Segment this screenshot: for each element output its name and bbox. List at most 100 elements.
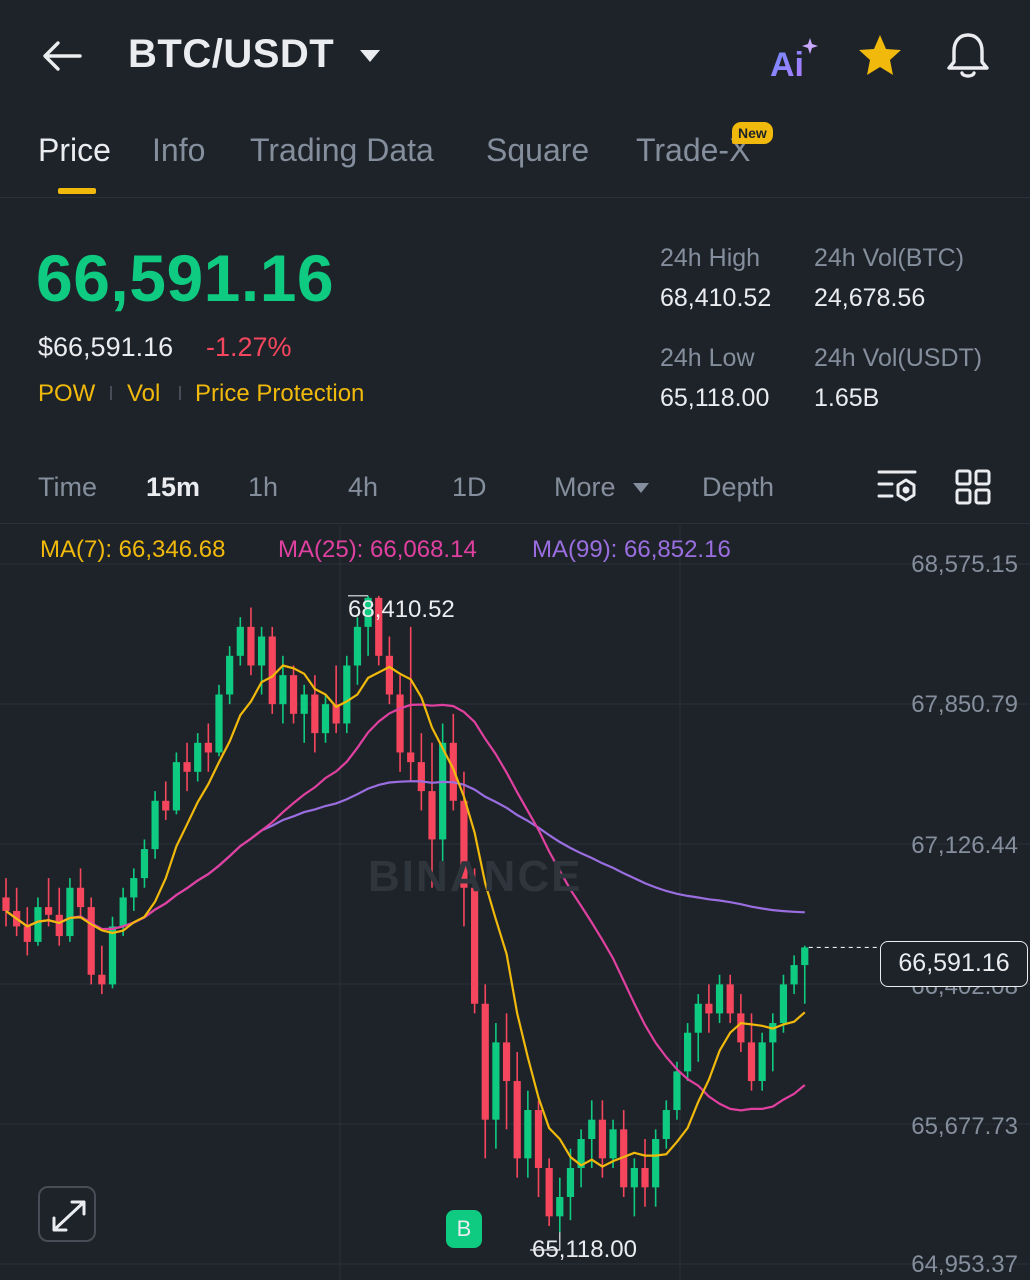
candle-body [258, 636, 266, 666]
pair-title[interactable]: BTC/USDT [128, 32, 335, 76]
interval-more[interactable]: More [554, 472, 616, 502]
candle-body [23, 926, 31, 942]
candle-body [758, 1042, 766, 1082]
tab-square[interactable]: Square [486, 132, 590, 168]
expand-chart-button[interactable] [38, 1186, 96, 1242]
interval-4h[interactable]: 4h [348, 472, 379, 502]
chevron-down-icon[interactable] [632, 482, 650, 494]
candle-body [130, 878, 138, 898]
interval-depth[interactable]: Depth [702, 472, 775, 502]
candle-body [630, 1168, 638, 1188]
candle-body [471, 887, 479, 1004]
candle-body [502, 1042, 511, 1082]
binance-watermark: BINANCE [368, 852, 583, 901]
interval-1d[interactable]: 1D [452, 472, 487, 502]
candle-body [268, 636, 276, 705]
candle-body [194, 742, 202, 772]
candle-body [98, 974, 106, 985]
tab-trading-data[interactable]: Trading Data [250, 132, 434, 168]
candle-body [747, 1042, 756, 1082]
ma7-value: MA(7): 66,346.68 [40, 536, 226, 563]
candle-body [2, 897, 10, 911]
candle-body [439, 742, 447, 840]
price-axis-label: 68,575.15 [911, 551, 1018, 578]
tag-price-protection[interactable]: Price Protection [195, 380, 365, 407]
candle-body [705, 1003, 713, 1014]
interval-time[interactable]: Time [38, 472, 97, 502]
candle-body [66, 887, 74, 937]
candle-body [790, 965, 798, 985]
candle-body [620, 1129, 628, 1188]
buy-marker[interactable]: B [446, 1210, 482, 1248]
peak-price-label: 68,410.52 [348, 596, 455, 623]
candle-body [321, 704, 330, 734]
low-value: 65,118.00 [660, 384, 770, 412]
tag-separator [179, 386, 181, 400]
candle-body [183, 762, 191, 772]
ai-icon-text: Ai [770, 46, 804, 80]
candle-body [162, 800, 170, 811]
candle-body [769, 1023, 777, 1043]
candle-body [226, 655, 234, 695]
candle-body [76, 887, 85, 908]
candle-body [577, 1139, 585, 1169]
layout-grid-icon[interactable] [954, 468, 992, 506]
last-price: 66,591.16 [36, 241, 335, 315]
bell-icon[interactable] [944, 30, 992, 80]
ma7-line [5, 664, 806, 1168]
candle-body [151, 800, 159, 850]
chart-canvas[interactable] [0, 526, 1030, 1280]
star-icon[interactable] [856, 32, 904, 80]
candle-body [300, 694, 308, 714]
candle-body [662, 1110, 670, 1140]
interval-1h[interactable]: 1h [248, 472, 279, 502]
price-change-percent: -1.27% [206, 332, 292, 362]
top-bar: BTC/USDT Ai [0, 0, 1030, 112]
trough-leader-line [530, 1232, 561, 1251]
candle-body [652, 1139, 660, 1188]
candle-body [492, 1042, 500, 1120]
candle-body [87, 907, 95, 975]
tab-trade-x[interactable]: Trade-X [636, 132, 751, 168]
candle-body [45, 907, 53, 915]
high-value: 68,410.52 [660, 284, 772, 312]
tab-info[interactable]: Info [152, 132, 206, 168]
interval-15m[interactable]: 15m [146, 472, 201, 502]
candle-body [375, 597, 383, 656]
candle-body [694, 1003, 702, 1033]
candle-body [396, 694, 404, 753]
candle-body [108, 926, 117, 985]
candle-body [556, 1197, 564, 1217]
candle-body [279, 675, 287, 705]
tab-price[interactable]: Price [38, 132, 111, 168]
chart-settings-icon[interactable] [876, 466, 918, 506]
candle-body [609, 1129, 617, 1159]
interval-bar: Time 15m 1h 4h 1D More Depth [0, 452, 1030, 524]
ai-icon[interactable]: Ai [768, 36, 820, 80]
candle-body [428, 791, 436, 840]
candle-body [204, 742, 212, 753]
chevron-down-icon[interactable] [358, 48, 382, 64]
candle-body [215, 694, 223, 753]
candlestick-chart[interactable] [0, 526, 1030, 1280]
back-arrow-icon[interactable] [40, 38, 84, 74]
price-axis-label: 67,850.79 [911, 691, 1018, 718]
tag-vol[interactable]: Vol [127, 380, 161, 407]
candle-body [566, 1168, 575, 1198]
candle-body [417, 762, 425, 792]
candle-body [311, 694, 319, 734]
price-axis-label: 65,677.73 [911, 1113, 1018, 1140]
new-badge: New [732, 122, 773, 144]
candle-body [460, 800, 468, 888]
candle-body [641, 1168, 649, 1188]
candle-body [385, 655, 393, 695]
price-axis-label: 64,953.37 [911, 1251, 1018, 1278]
candle-body [598, 1119, 606, 1159]
candle-body [289, 675, 298, 714]
active-tab-indicator [58, 188, 96, 194]
vol-usdt-label: 24h Vol(USDT) [814, 344, 983, 372]
low-label: 24h Low [660, 344, 755, 372]
current-price-label: 66,591.16 [880, 941, 1028, 987]
candle-body [673, 1071, 681, 1111]
tag-pow[interactable]: POW [38, 380, 96, 407]
